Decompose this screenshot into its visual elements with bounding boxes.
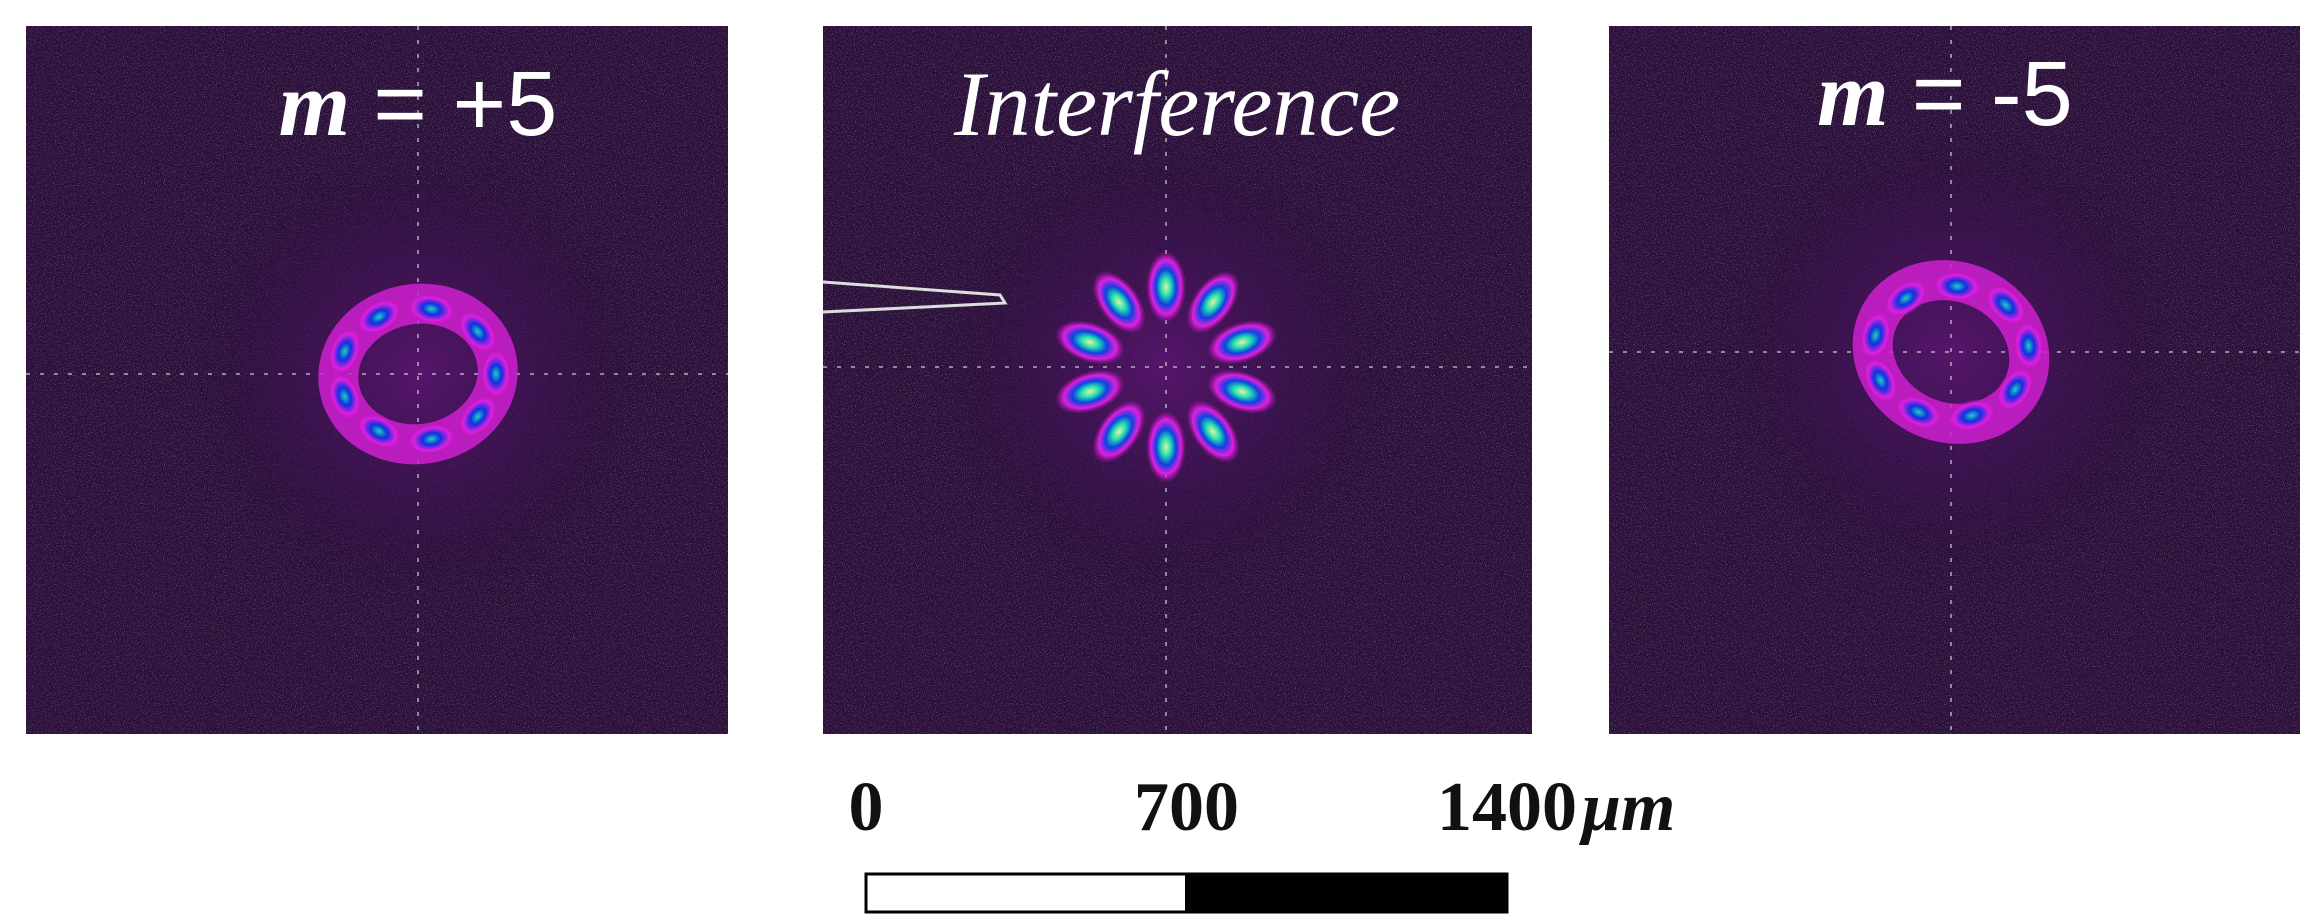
- variable: m: [279, 53, 351, 155]
- scale-segment: [866, 874, 1187, 912]
- panel-label: m = +5: [279, 53, 558, 155]
- panel-title: Interference: [953, 53, 1400, 155]
- scale-segment: [1187, 874, 1508, 912]
- scale-tick-label: 0: [849, 769, 884, 846]
- variable: m: [1817, 43, 1889, 145]
- page: m = +5 Interference m = -5 07001400μm ((…: [0, 0, 2300, 918]
- ring-lobe: [480, 348, 512, 400]
- figure: m = +5 Interference m = -5 0 700 1400μm: [0, 0, 2300, 918]
- scale-unit: μm: [1579, 769, 1675, 846]
- petal: [1146, 251, 1186, 323]
- petal: [1146, 411, 1186, 483]
- relation: = +5: [373, 53, 557, 155]
- panel-label: m = -5: [1817, 43, 2073, 145]
- relation: = -5: [1912, 43, 2073, 145]
- scale-tick-label: 1400: [1437, 769, 1577, 846]
- scale-tick-label: 700: [1134, 769, 1239, 846]
